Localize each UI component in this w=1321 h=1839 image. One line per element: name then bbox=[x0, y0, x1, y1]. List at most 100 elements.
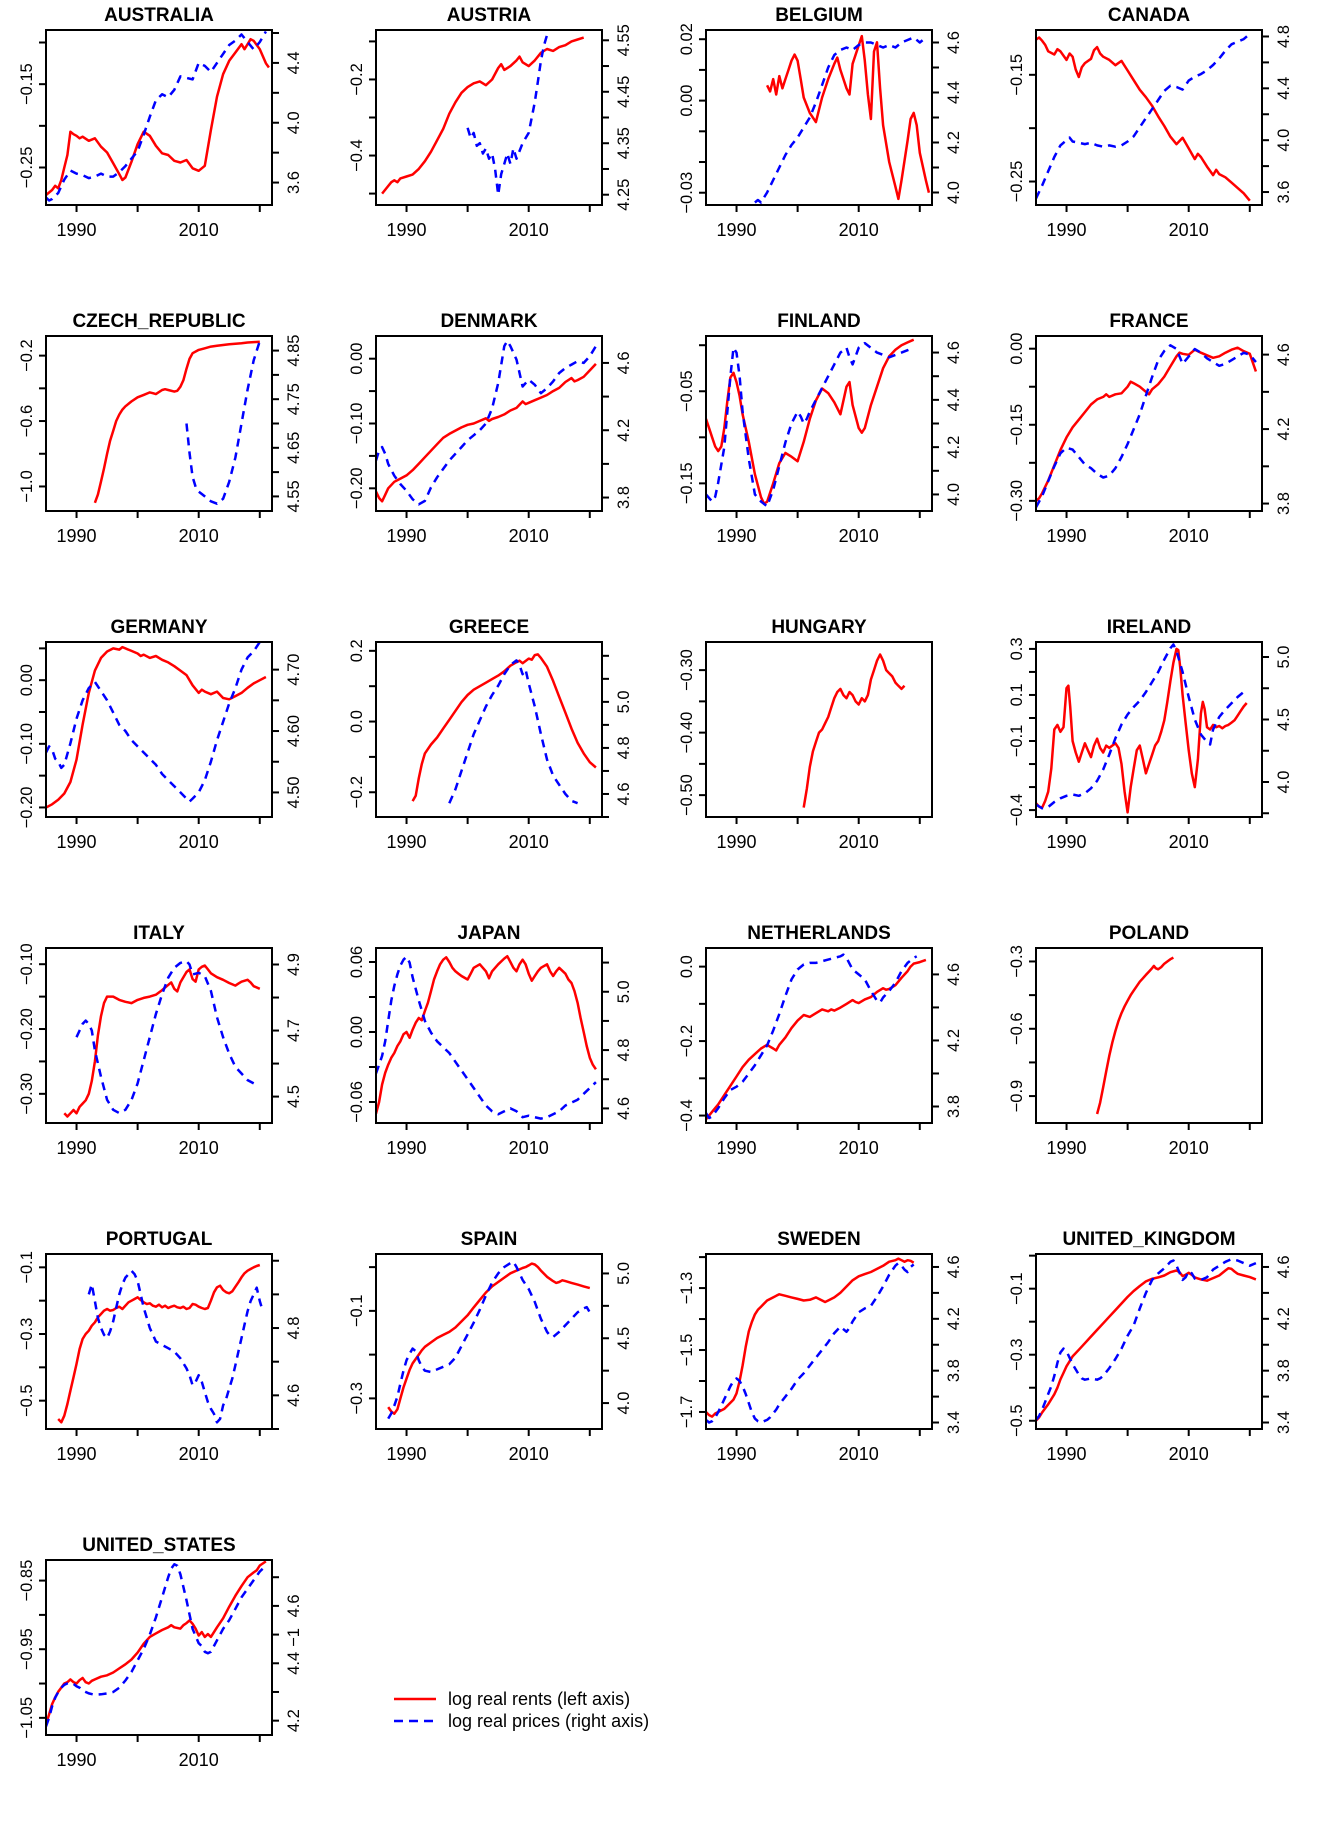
x-tick-label: 1990 bbox=[387, 526, 427, 546]
x-tick-label: 1990 bbox=[57, 1750, 97, 1770]
right-axis-label: 4.85 bbox=[285, 335, 303, 367]
left-axis-label: 0.00 bbox=[678, 85, 696, 117]
x-tick-label: 1990 bbox=[57, 1444, 97, 1464]
right-axis-label: 3.6 bbox=[1275, 181, 1293, 204]
right-axis-label: 3.8 bbox=[945, 1359, 963, 1382]
left-axis-label: −1.5 bbox=[678, 1334, 696, 1367]
left-axis-label: −0.4 bbox=[1008, 794, 1026, 827]
left-axis-label: −0.3 bbox=[1008, 1338, 1026, 1371]
plot-box bbox=[1035, 335, 1263, 512]
right-axis-label: 3.8 bbox=[1275, 1359, 1293, 1382]
chart-svg: FRANCE 1990 2010 0.00 −0.15 −0.30 4.6 4.2 3.8 bbox=[1008, 311, 1293, 546]
right-axis-label: 4.6 bbox=[945, 341, 963, 364]
plot-box bbox=[1035, 641, 1263, 818]
x-tick-label: 1990 bbox=[387, 220, 427, 240]
chart-svg: POLAND 1990 2010 −0.3 −0.6 −0.9 bbox=[1008, 923, 1263, 1158]
left-axis-label: −0.2 bbox=[678, 1025, 696, 1058]
right-axis-label: 3.8 bbox=[1275, 492, 1293, 515]
x-tick-label: 2010 bbox=[179, 1750, 219, 1770]
chart-panel-austria: AUSTRIA 1990 2010 −0.2 −0.4 4.55 4.45 4.35 4.25 bbox=[330, 0, 660, 306]
chart-panel-finland: FINLAND 1990 2010 −0.05 −0.15 4.6 4.4 4.2 4.0 bbox=[660, 306, 990, 612]
right-axis-label: 4.0 bbox=[1275, 129, 1293, 152]
chart-title: CANADA bbox=[1108, 5, 1191, 26]
left-axis-label: 0.2 bbox=[348, 639, 366, 662]
right-axis-label: 4.4 bbox=[1275, 77, 1293, 100]
legend-item-rents: log real rents (left axis) bbox=[392, 1688, 990, 1710]
rents-line bbox=[706, 1257, 915, 1418]
rents-line bbox=[387, 1262, 591, 1415]
plot-box bbox=[45, 29, 273, 206]
chart-panel-germany: GERMANY 1990 2010 0.00 −0.10 −0.20 4.70 4.60 4.5… bbox=[0, 612, 330, 918]
series-group bbox=[1036, 643, 1248, 814]
chart-panel-spain: SPAIN 1990 2010 −0.1 −0.3 5.0 4.5 4.0 bbox=[330, 1224, 660, 1530]
right-axis-label: 4.2 bbox=[945, 131, 963, 154]
plot-box bbox=[375, 1253, 603, 1430]
x-tick-label: 2010 bbox=[509, 220, 549, 240]
right-axis-label: 4.35 bbox=[615, 127, 633, 159]
x-tick-label: 2010 bbox=[509, 526, 549, 546]
left-axis-label: −0.1 bbox=[18, 1251, 36, 1284]
chart-panel-hungary: HUNGARY 1990 2010 −0.30 −0.40 −0.50 bbox=[660, 612, 990, 918]
right-axis-label: 4.6 bbox=[615, 351, 633, 374]
series-group bbox=[46, 642, 267, 809]
right-axis-label: 4.55 bbox=[285, 480, 303, 512]
left-axis-label: −0.9 bbox=[1008, 1080, 1026, 1113]
rents-line bbox=[1036, 346, 1258, 502]
right-axis-label: 4.4 bbox=[285, 1652, 303, 1675]
left-axis-label: −1.3 bbox=[678, 1272, 696, 1305]
chart-title: UNITED_STATES bbox=[82, 1535, 235, 1556]
plot-box bbox=[705, 1253, 933, 1430]
chart-svg: DENMARK 1990 2010 0.00 −0.10 −0.20 4.6 4.2 3.8 bbox=[348, 311, 633, 546]
x-tick-label: 2010 bbox=[839, 832, 879, 852]
chart-panel-greece: GREECE 1990 2010 0.2 0.0 −0.2 5.0 4.8 4.6 bbox=[330, 612, 660, 918]
right-axis-label: 4.2 bbox=[945, 1029, 963, 1052]
chart-svg: AUSTRIA 1990 2010 −0.2 −0.4 4.55 4.45 4.35 4.25 bbox=[348, 5, 633, 240]
right-axis-label: 4.0 bbox=[945, 181, 963, 204]
series-group bbox=[411, 653, 597, 805]
series-group bbox=[1095, 956, 1174, 1115]
left-axis-label: −0.25 bbox=[18, 147, 36, 189]
x-tick-label: 2010 bbox=[179, 1138, 219, 1158]
chart-panel-denmark: DENMARK 1990 2010 0.00 −0.10 −0.20 4.6 4.2 3.8 bbox=[330, 306, 660, 612]
chart-title: HUNGARY bbox=[771, 617, 867, 638]
series-group bbox=[387, 1260, 591, 1420]
x-tick-label: 1990 bbox=[717, 526, 757, 546]
right-axis-label: 4.6 bbox=[1275, 343, 1293, 366]
x-tick-label: 2010 bbox=[1169, 832, 1209, 852]
chart-panel-poland: POLAND 1990 2010 −0.3 −0.6 −0.9 bbox=[990, 918, 1320, 1224]
right-axis-label: 4.60 bbox=[285, 715, 303, 747]
series-group bbox=[93, 340, 261, 505]
right-axis-label: 4.2 bbox=[285, 1709, 303, 1732]
chart-title: NETHERLANDS bbox=[747, 923, 891, 944]
x-tick-label: 2010 bbox=[179, 1444, 219, 1464]
chart-title: JAPAN bbox=[458, 923, 521, 944]
left-axis-label: −0.15 bbox=[1008, 54, 1026, 96]
x-tick-label: 1990 bbox=[387, 1138, 427, 1158]
prices-line bbox=[466, 34, 549, 196]
prices-line bbox=[46, 30, 267, 202]
right-axis-label: 4.0 bbox=[285, 111, 303, 134]
plot-box bbox=[375, 335, 603, 512]
chart-title: PORTUGAL bbox=[106, 1229, 213, 1250]
x-tick-label: 1990 bbox=[717, 1444, 757, 1464]
left-axis-label: −1.0 bbox=[18, 470, 36, 503]
chart-svg: SPAIN 1990 2010 −0.1 −0.3 5.0 4.5 4.0 bbox=[348, 1229, 633, 1464]
rents-line bbox=[706, 958, 927, 1121]
x-tick-label: 1990 bbox=[57, 526, 97, 546]
right-axis-label: 4.8 bbox=[615, 1039, 633, 1062]
left-axis-label: −0.3 bbox=[18, 1318, 36, 1351]
plot-box bbox=[45, 1559, 273, 1736]
right-axis-label: 4.0 bbox=[945, 483, 963, 506]
left-axis-label: −0.5 bbox=[18, 1384, 36, 1417]
series-group bbox=[1036, 32, 1251, 202]
rents-line bbox=[57, 1263, 261, 1424]
right-axis-label: 4.70 bbox=[285, 654, 303, 686]
plot-box bbox=[45, 1253, 273, 1430]
prices-line bbox=[387, 1260, 591, 1420]
left-axis-label: 0.0 bbox=[348, 710, 366, 733]
x-tick-label: 2010 bbox=[179, 220, 219, 240]
x-tick-label: 1990 bbox=[387, 1444, 427, 1464]
plot-box bbox=[45, 335, 273, 512]
left-axis-label: 0.02 bbox=[678, 23, 696, 55]
rents-line bbox=[1036, 36, 1251, 202]
